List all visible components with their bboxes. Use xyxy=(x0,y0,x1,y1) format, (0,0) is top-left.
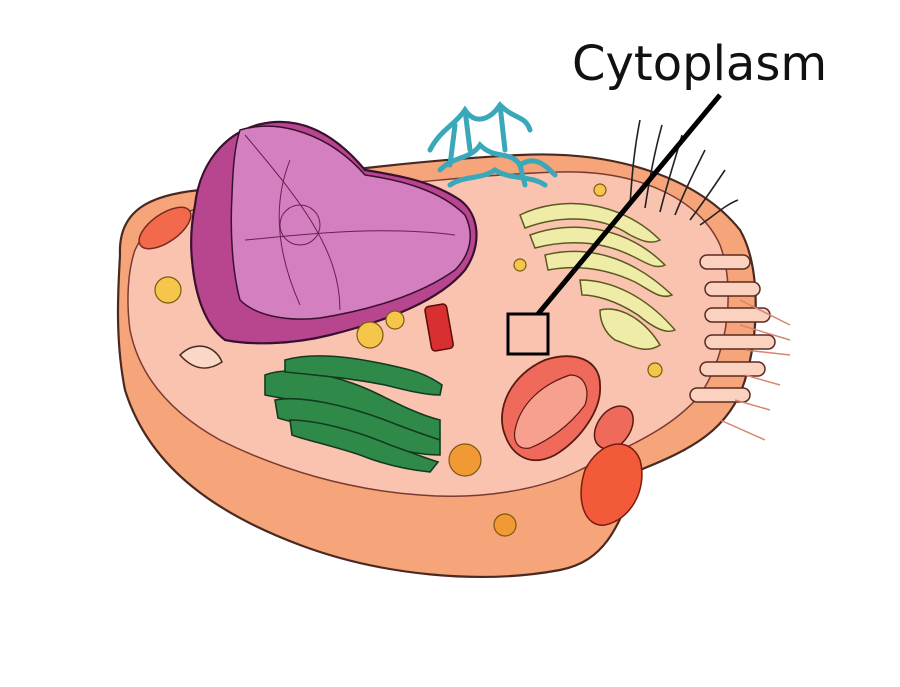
membrane-pit xyxy=(178,345,223,369)
green-stack xyxy=(264,355,443,473)
centriole xyxy=(424,303,454,352)
left-red-organelle xyxy=(138,206,192,250)
callout-line xyxy=(536,93,722,316)
nucleus xyxy=(190,120,478,345)
large-red-vesicle xyxy=(580,443,643,526)
mitochondrion xyxy=(501,355,601,461)
vesicles xyxy=(154,183,663,537)
callout-box xyxy=(506,312,550,356)
small-red-organelle xyxy=(593,405,634,450)
golgi-apparatus xyxy=(519,202,677,350)
filaments xyxy=(719,299,791,441)
blue-network xyxy=(427,101,558,188)
callout-label: Cytoplasm xyxy=(572,36,827,92)
microvilli xyxy=(689,254,776,403)
